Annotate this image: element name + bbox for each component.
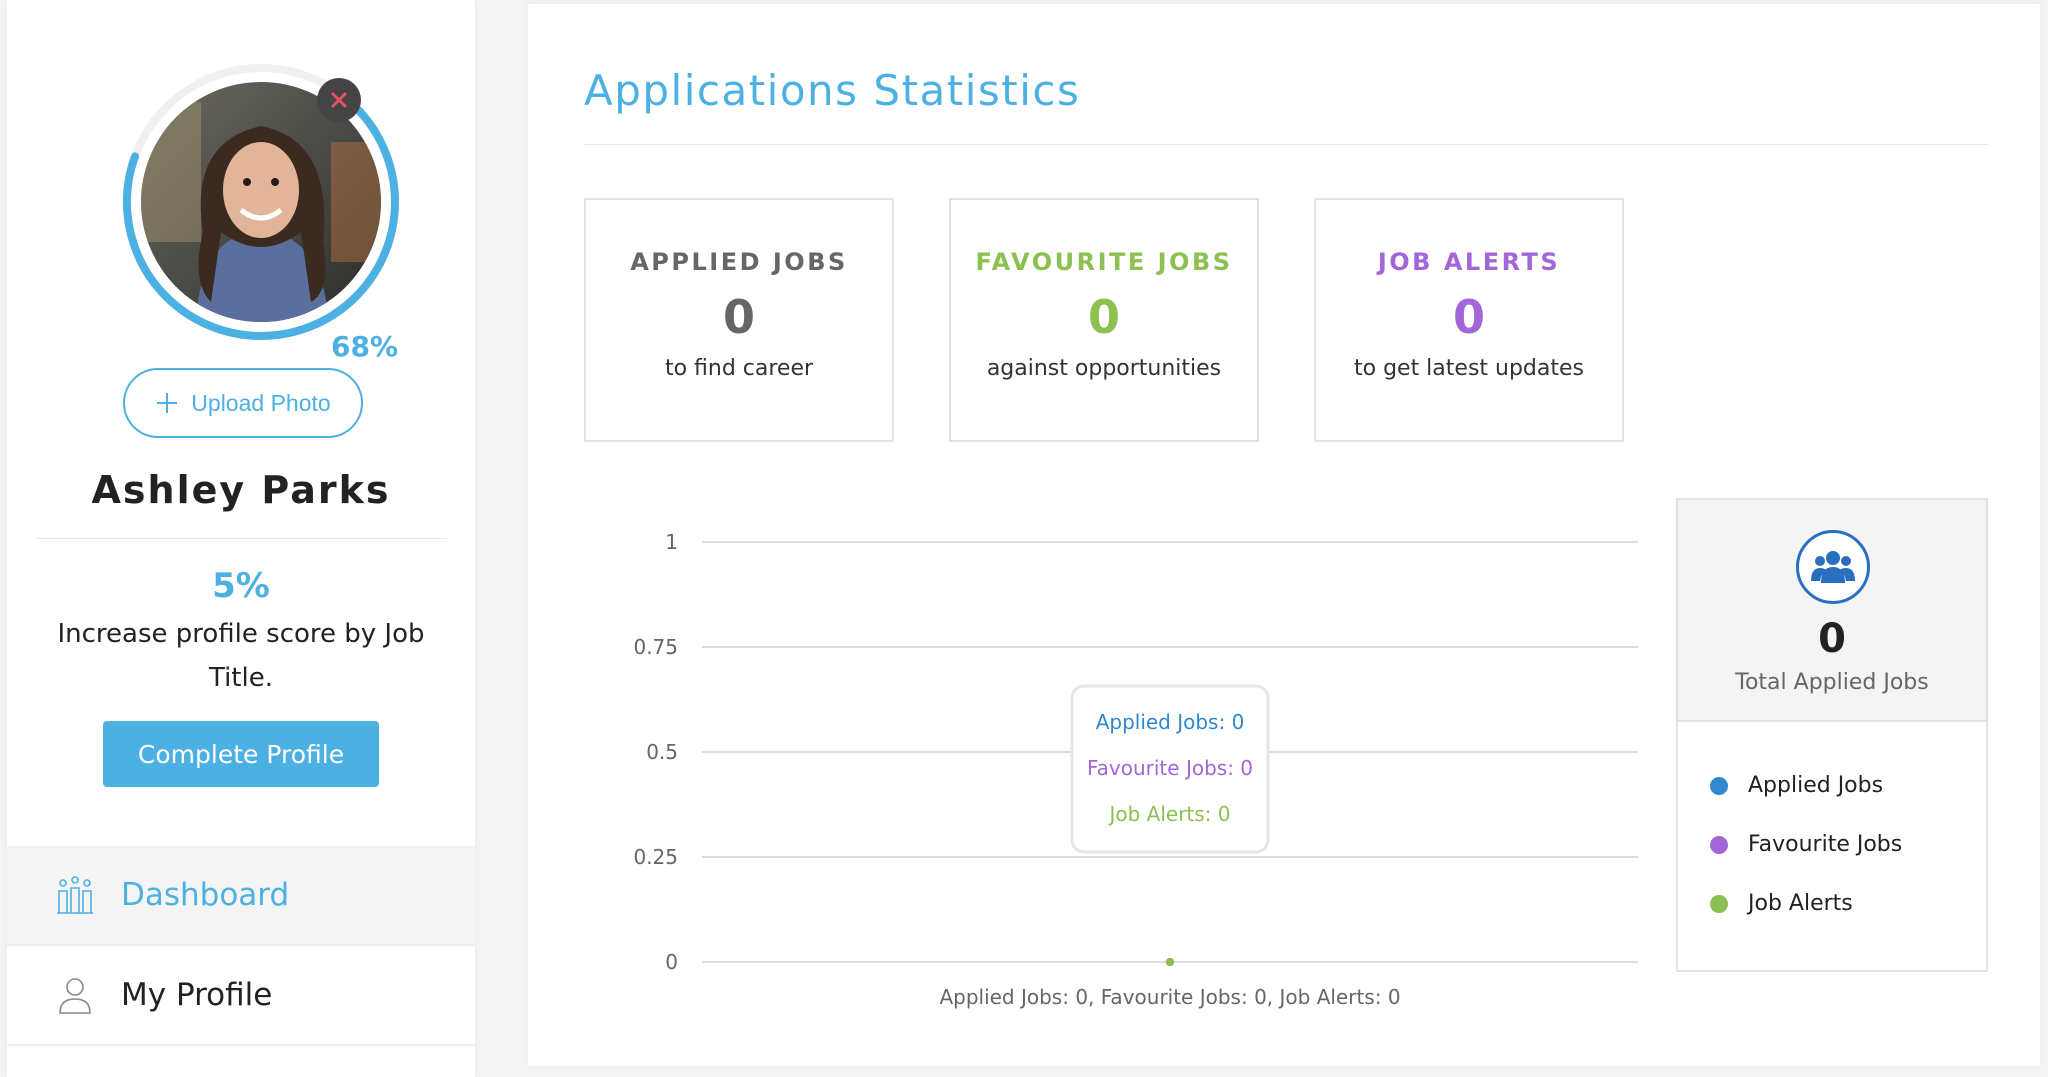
- total-applied-value: 0: [1818, 616, 1846, 662]
- complete-profile-button[interactable]: Complete Profile: [103, 721, 379, 787]
- users-icon: [1796, 530, 1870, 604]
- upload-photo-button[interactable]: Upload Photo: [123, 368, 363, 438]
- profile-score-percent: 5%: [212, 566, 270, 606]
- y-tick-label: 0: [665, 950, 678, 974]
- page-title: Applications Statistics: [584, 66, 1081, 115]
- stat-title: FAVOURITE JOBS: [975, 248, 1233, 276]
- stat-value: 0: [722, 290, 755, 344]
- y-tick-label: 0.25: [633, 845, 678, 869]
- sidebar-nav: Dashboard My Profile: [7, 846, 475, 1046]
- legend-label: Favourite Jobs: [1748, 832, 1903, 857]
- divider: [584, 144, 1988, 145]
- applied-jobs-card[interactable]: APPLIED JOBS 0 to find career: [584, 198, 894, 442]
- data-point: [1166, 958, 1174, 966]
- job-alerts-card[interactable]: JOB ALERTS 0 to get latest updates: [1314, 198, 1624, 442]
- legend-dot: [1710, 776, 1728, 795]
- upload-photo-label: Upload Photo: [191, 389, 331, 416]
- chart-tooltip: [1070, 684, 1270, 854]
- stat-subtitle: against opportunities: [986, 356, 1222, 381]
- stat-title: JOB ALERTS: [1377, 248, 1561, 276]
- stat-subtitle: to get latest updates: [1353, 356, 1584, 381]
- y-tick-label: 1: [665, 530, 678, 554]
- plus-icon: [157, 393, 178, 413]
- close-icon: [331, 92, 347, 108]
- sidebar-item-label: Dashboard: [121, 877, 290, 913]
- total-applied-label: Total Applied Jobs: [1735, 670, 1929, 695]
- user-name: Ashley Parks: [91, 468, 391, 512]
- remove-photo-button[interactable]: [317, 78, 361, 122]
- tooltip-line: Favourite Jobs: 0: [1087, 756, 1253, 780]
- stat-value: 0: [1452, 290, 1485, 344]
- sidebar-item-label: My Profile: [121, 977, 273, 1013]
- sidebar-item-dashboard[interactable]: Dashboard: [7, 846, 475, 946]
- user-icon: [45, 971, 105, 1019]
- profile-completion-percent: 68%: [331, 330, 399, 363]
- profile-score-hint: Increase profile score by Job Title.: [57, 619, 425, 693]
- y-tick-label: 0.5: [646, 740, 678, 764]
- y-tick-label: 0.75: [633, 635, 678, 659]
- stat-value: 0: [1087, 290, 1120, 344]
- legend-label: Job Alerts: [1748, 891, 1853, 916]
- legend-item-applied[interactable]: Applied Jobs: [1710, 756, 1902, 815]
- legend-label: Applied Jobs: [1748, 773, 1884, 798]
- stat-subtitle: to find career: [664, 356, 814, 381]
- sidebar-item-my-profile[interactable]: My Profile: [7, 946, 475, 1046]
- stat-title: APPLIED JOBS: [630, 248, 848, 276]
- legend-item-favourite[interactable]: Favourite Jobs: [1710, 815, 1902, 874]
- avatar: [141, 82, 381, 322]
- legend-item-alerts[interactable]: Job Alerts: [1710, 874, 1902, 933]
- main-panel: Applications Statistics APPLIED JOBS 0 t…: [528, 4, 2040, 1066]
- x-tick-label: Applied Jobs: 0, Favourite Jobs: 0, Job …: [939, 985, 1400, 1009]
- tooltip-line: Job Alerts: 0: [1107, 802, 1230, 826]
- total-applied-card: 0 Total Applied Jobs Applied Jobs Favour…: [1676, 498, 1988, 972]
- dashboard-icon: [45, 871, 105, 919]
- divider: [37, 538, 447, 539]
- profile-card: 68% Upload Photo Ashley Parks 5% Increas…: [7, 0, 475, 846]
- legend-dot: [1710, 835, 1728, 854]
- chart-svg: 0 0.25 0.5 0.75 1 Applied Jobs: 0, Favourite …: [633, 530, 1638, 1009]
- legend-dot: [1710, 894, 1728, 913]
- avatar-progress: [117, 58, 405, 346]
- sidebar: 68% Upload Photo Ashley Parks 5% Increas…: [7, 0, 475, 1077]
- applications-chart: 0 0.25 0.5 0.75 1 Applied Jobs: 0, Favourite …: [568, 504, 1668, 1044]
- chart-legend: Applied Jobs Favourite Jobs Job Alerts: [1710, 756, 1902, 933]
- favourite-jobs-card[interactable]: FAVOURITE JOBS 0 against opportunities: [949, 198, 1259, 442]
- tooltip-line: Applied Jobs: 0: [1096, 710, 1245, 734]
